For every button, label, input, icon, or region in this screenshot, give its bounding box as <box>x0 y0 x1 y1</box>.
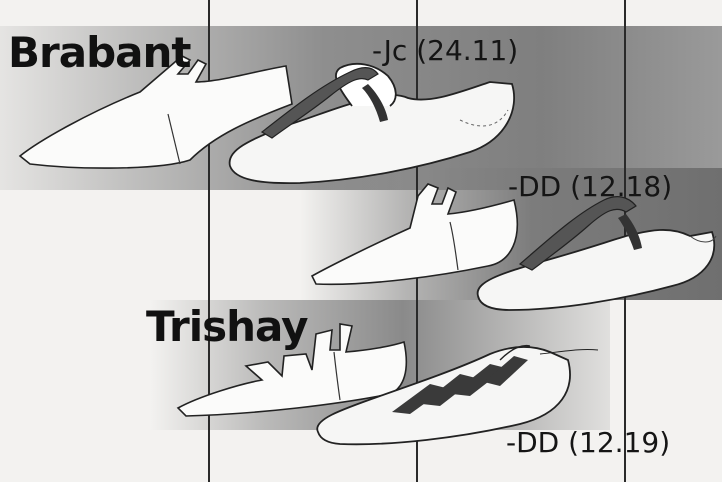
label-trishay: Trishay <box>146 302 308 351</box>
code-dd-1218: -DD (12.18) <box>508 170 673 203</box>
label-brabant: Brabant <box>8 28 191 77</box>
code-jc-2411: -Jc (24.11) <box>372 34 519 67</box>
grid-line-1 <box>208 0 210 482</box>
code-dd-1219: -DD (12.19) <box>506 426 671 459</box>
